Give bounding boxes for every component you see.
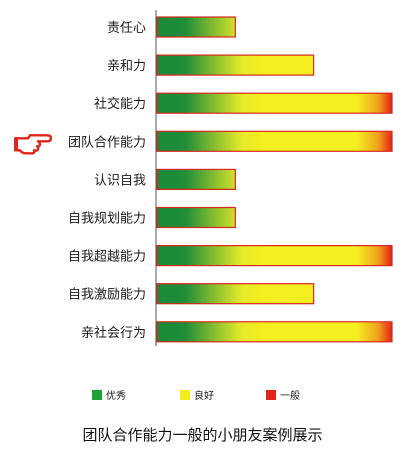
bars: [156, 16, 393, 343]
category-label-9: 亲社会行为: [81, 325, 146, 341]
category-label-8: 自我激励能力: [68, 288, 146, 303]
legend-swatch-3: [266, 390, 276, 400]
category-label-1: 责任心: [107, 21, 146, 36]
category-label-4: 团队合作能力: [68, 135, 146, 150]
chart: 责任心亲和力社交能力团队合作能力认识自我自我规划能力自我超越能力自我激励能力亲社…: [14, 10, 393, 402]
category-labels: 责任心亲和力社交能力团队合作能力认识自我自我规划能力自我超越能力自我激励能力亲社…: [68, 21, 146, 341]
bar-1: [156, 16, 236, 38]
bar-3: [156, 92, 393, 114]
legend-label-2: 良好: [194, 389, 214, 402]
bar-7: [156, 245, 393, 267]
bar-9: [156, 321, 393, 343]
bar-6: [156, 206, 236, 229]
category-label-7: 自我超越能力: [68, 250, 146, 265]
pointing-hand-cuff: [14, 137, 18, 152]
category-label-2: 亲和力: [107, 59, 146, 74]
legend: 优秀 良好 一般: [92, 389, 300, 402]
category-label-6: 自我规划能力: [68, 212, 146, 227]
legend-label-3: 一般: [280, 389, 300, 402]
bar-8: [156, 283, 315, 305]
bar-4: [156, 130, 393, 152]
category-label-5: 认识自我: [94, 173, 146, 188]
chart-caption: 团队合作能力一般的小朋友案例展示: [82, 426, 323, 444]
legend-label-1: 优秀: [106, 389, 126, 402]
bar-2: [156, 54, 315, 76]
bar-5: [156, 168, 236, 190]
legend-swatch-2: [180, 390, 190, 400]
legend-swatch-1: [92, 390, 102, 400]
pointing-hand-icon: [14, 134, 53, 155]
category-label-3: 社交能力: [94, 96, 146, 112]
highlight-marker: [14, 134, 53, 155]
